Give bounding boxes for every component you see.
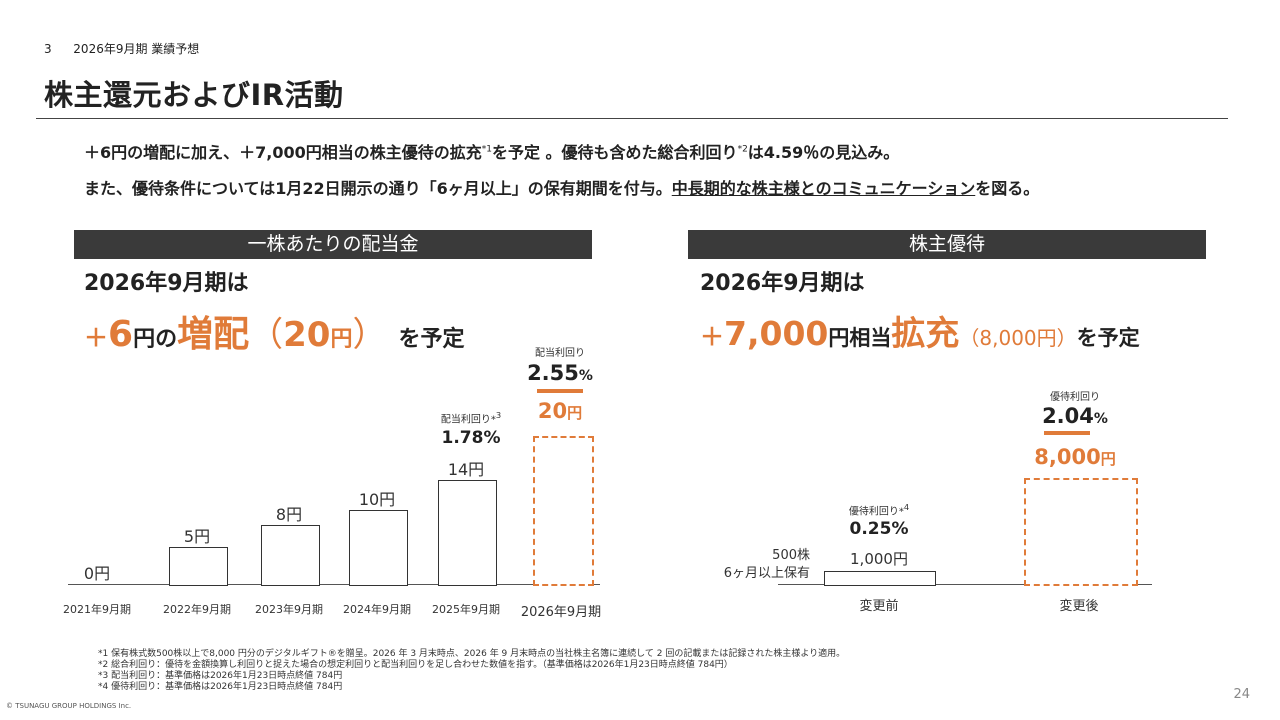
yutai-chart-baseline: [778, 584, 1152, 585]
yield-2025-value: 1.78%: [441, 428, 501, 448]
holding-condition: 500株 6ヶ月以上保有: [700, 547, 810, 583]
dividend-plus: ＋: [84, 324, 108, 352]
page-number: 24: [1233, 687, 1250, 702]
dividend-total-yen: 円: [330, 327, 353, 352]
yutai-headline: ＋7,000円相当拡充（8,000円）を予定: [700, 306, 1140, 355]
bar-2026-yen: 円: [567, 404, 583, 422]
bar-2022年9月期: [168, 547, 228, 586]
bar-value-label: 0円: [83, 564, 111, 583]
yutai-kakuju: 拡充: [891, 314, 960, 354]
bar-2026-number: 20: [537, 399, 568, 423]
lead-line-2-underlined: 中長期的な株主様とのコミュニケーション: [671, 179, 976, 198]
dividend-chart-baseline: [68, 584, 600, 585]
dividend-paren-close: ）: [352, 315, 387, 355]
dividend-paren-open: （: [249, 315, 284, 355]
lead-line-1-c: は4.59％の見込み。: [747, 143, 900, 162]
dividend-yen: 円: [133, 327, 156, 352]
after-value-number: 8,000: [1034, 445, 1101, 469]
x-axis-label: 変更前: [859, 599, 899, 614]
lead-line-1-b: を予定 。優待も含めた総合利回り: [491, 143, 738, 162]
footnote-ref-4: 4: [903, 502, 910, 512]
yutai-increase-amount: 7,000: [724, 314, 829, 353]
yutai-period: 2026年9月期は: [700, 271, 865, 296]
bar-2024年9月期: [348, 510, 408, 586]
before-yield-label-text: 優待利回り*: [848, 506, 904, 518]
page-title: 株主還元およびIR活動: [44, 78, 344, 112]
x-axis-label: 2026年9月期: [520, 605, 602, 620]
section-heading: 3 2026年9月期 業績予想: [44, 40, 199, 57]
yutai-yotei: を予定: [1076, 326, 1140, 350]
x-axis-label: 変更後: [1059, 599, 1099, 614]
after-yield-underline: [1044, 431, 1090, 435]
yield-2026-number: 2.55: [527, 361, 579, 385]
lead-line-1: ＋6円の増配に加え、＋7,000円相当の株主優待の拡充*1を予定 。優待も含めた…: [84, 139, 899, 163]
before-yield-value: 0.25%: [849, 519, 909, 539]
bar-変更後: [1024, 478, 1138, 586]
lead-line-1-a: ＋6円の増配に加え、＋7,000円相当の株主優待の拡充: [84, 143, 482, 162]
after-yield-label: 優待利回り: [1050, 392, 1100, 403]
dividend-no: の: [155, 327, 178, 352]
dividend-increase-amount: 6: [108, 314, 134, 355]
yutai-yen-sotou: 円相当: [828, 326, 892, 350]
bar-value-label: 8円: [275, 505, 303, 524]
before-value: 1,000円: [850, 550, 908, 568]
dividend-band: 一株あたりの配当金: [74, 230, 592, 259]
bar-2026-value: 20円: [520, 399, 600, 423]
dividend-zouhai: 増配: [177, 314, 250, 355]
holding-condition-shares: 500株: [772, 548, 810, 563]
footnote-3: *3 配当利回り：基準価格は2026年1月23日時点終値 784円: [98, 671, 343, 681]
yield-2026-value: 2.55%: [520, 361, 600, 385]
x-axis-label: 2024年9月期: [343, 603, 411, 616]
holding-condition-period: 6ヶ月以上保有: [723, 566, 810, 581]
lead-line-2-c: を図る。: [975, 179, 1040, 198]
bar-変更前: [824, 571, 936, 586]
dividend-yotei: を予定: [398, 327, 465, 352]
lead-line-2-a: また、優待条件については1月22日開示の通り「6ヶ月以上」の保有期間を付与。: [84, 179, 672, 198]
x-axis-label: 2023年9月期: [255, 603, 323, 616]
yield-2025-label-text: 配当利回り*: [440, 414, 496, 426]
x-axis-label: 2021年9月期: [63, 603, 131, 616]
lead-line-2: また、優待条件については1月22日開示の通り「6ヶ月以上」の保有期間を付与。中長…: [84, 175, 1039, 199]
after-yield-value: 2.04%: [1020, 404, 1130, 428]
bar-value-label: 14円: [447, 460, 485, 479]
section-title: 2026年9月期 業績予想: [73, 42, 200, 56]
dividend-total: 20: [283, 315, 331, 355]
yutai-band: 株主優待: [688, 230, 1206, 259]
after-value-yen: 円: [1100, 450, 1116, 468]
footnote-4: *4 優待利回り：基準価格は2026年1月23日時点終値 784円: [98, 682, 343, 692]
copyright: © TSUNAGU GROUP HOLDINGS Inc.: [6, 702, 132, 710]
section-number: 3: [44, 42, 52, 56]
yutai-plus: ＋: [700, 323, 724, 351]
yield-2026-underline: [537, 389, 583, 393]
x-axis-label: 2022年9月期: [163, 603, 231, 616]
x-axis-label: 2025年9月期: [432, 603, 500, 616]
footnote-ref-3: 3: [495, 410, 502, 420]
footnote-1: *1 保有株式数500株以上で8,000 円分のデジタルギフト®を贈呈。2026…: [98, 649, 846, 659]
after-yield-number: 2.04: [1042, 404, 1094, 428]
yield-2026-label: 配当利回り: [535, 348, 585, 359]
footnote-ref-1: *1: [481, 144, 492, 155]
dividend-period: 2026年9月期は: [84, 271, 249, 296]
bar-2026年9月期: [532, 436, 594, 586]
bar-value-label: 10円: [358, 490, 396, 509]
after-yield-percent: %: [1093, 411, 1108, 427]
bar-2025年9月期: [437, 480, 497, 586]
after-value: 8,000円: [1020, 445, 1130, 469]
footnote-2: *2 総合利回り：優待を金額換算し利回りと捉えた場合の想定利回りと配当利回りを足…: [98, 660, 733, 670]
dividend-headline: ＋6円の増配（20円） を予定: [84, 305, 464, 357]
title-divider: [36, 118, 1228, 119]
footnotes: *1 保有株式数500株以上で8,000 円分のデジタルギフト®を贈呈。2026…: [98, 649, 845, 693]
before-yield-label: 優待利回り*4: [824, 502, 934, 517]
yield-2026-percent: %: [578, 368, 593, 384]
footnote-ref-2: *2: [737, 144, 748, 155]
yield-2025-label: 配当利回り*3: [430, 410, 512, 425]
bar-value-label: 5円: [183, 527, 211, 546]
bar-2023年9月期: [260, 525, 320, 586]
yutai-after-paren: （8,000円）: [959, 326, 1077, 350]
